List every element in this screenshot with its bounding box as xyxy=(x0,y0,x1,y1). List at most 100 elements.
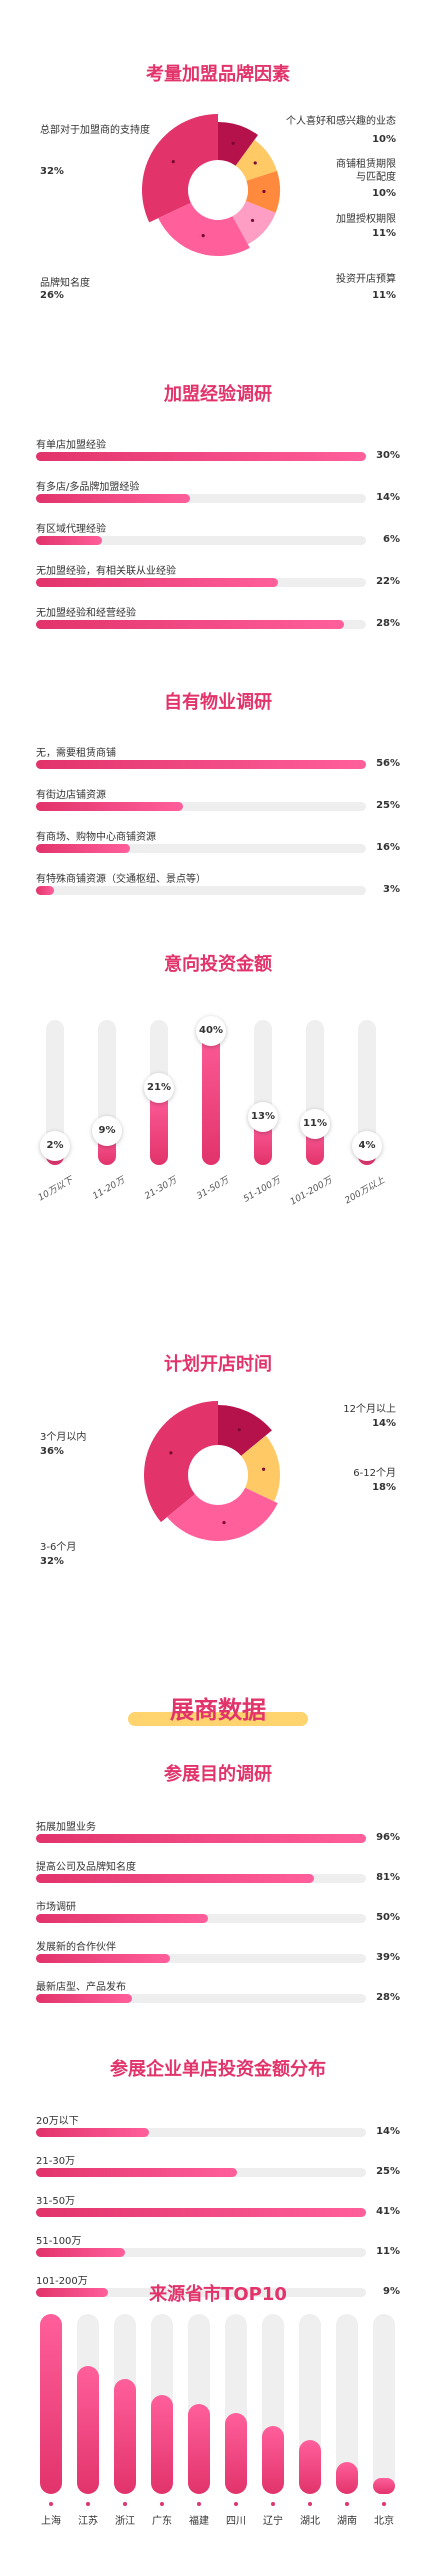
bar-label: 21-30万 xyxy=(36,2156,76,2167)
donut-slice xyxy=(232,201,276,245)
bar-value: 25% xyxy=(376,2166,400,2177)
pie2-label-12m: 12个月以上 xyxy=(343,1404,396,1415)
pie2-label-6-12m: 6-12个月 xyxy=(353,1468,396,1479)
province-dot xyxy=(271,2502,275,2506)
province-bar-track xyxy=(114,2314,136,2494)
bar-label: 无加盟经验，有相关联从业经验 xyxy=(36,566,176,577)
bar-track xyxy=(36,760,366,769)
province-label: 四川 xyxy=(226,2516,246,2527)
bar-value: 50% xyxy=(376,1912,400,1923)
bar-track xyxy=(36,1874,366,1883)
bar-fill xyxy=(36,1954,171,1963)
bar-track xyxy=(36,886,366,895)
pie1-label-budget: 投资开店预算 xyxy=(336,274,396,285)
donut-slice-dot xyxy=(201,234,205,238)
bar-fill xyxy=(36,1994,133,2003)
bar-track xyxy=(36,494,366,503)
bar-track xyxy=(36,1834,366,1843)
vbar-category-label: 11-20万 xyxy=(91,1175,127,1202)
bar-value: 81% xyxy=(376,1872,400,1883)
section-title-purpose: 参展目的调研 xyxy=(164,1764,272,1785)
bar-label: 拓展加盟业务 xyxy=(36,1822,96,1833)
bar-value: 9% xyxy=(383,2286,400,2297)
bar-track xyxy=(36,2168,366,2177)
donut-slice xyxy=(142,114,218,223)
vbar-category-label: 101-200万 xyxy=(289,1175,335,1208)
section-title-brand-factors: 考量加盟品牌因素 xyxy=(146,64,290,85)
province-bar-track xyxy=(262,2314,284,2494)
bar-label: 有特殊商铺资源（交通枢纽、景点等） xyxy=(36,874,206,885)
donut-slice xyxy=(158,202,250,256)
province-dot xyxy=(308,2502,312,2506)
donut-slice-dot xyxy=(222,1521,226,1525)
bar-fill xyxy=(36,844,131,853)
bar-label: 有多店/多品牌加盟经验 xyxy=(36,482,140,493)
bar-track xyxy=(36,2248,366,2257)
bar-value: 14% xyxy=(376,492,400,503)
vbar-category-label: 31-50万 xyxy=(195,1175,231,1202)
province-label: 浙江 xyxy=(115,2516,135,2527)
vbar-track xyxy=(306,1020,324,1165)
bar-fill xyxy=(36,2208,366,2217)
province-dot xyxy=(123,2502,127,2506)
province-bar-fill xyxy=(151,2395,173,2494)
bar-value: 96% xyxy=(376,1832,400,1843)
pie1-label-lease: 商铺租赁期限与匹配度 xyxy=(336,159,396,183)
donut-slice-dot xyxy=(262,1467,266,1471)
province-bar-fill xyxy=(299,2440,321,2494)
pie2-pct-6-12m: 18% xyxy=(372,1482,396,1493)
bar-track xyxy=(36,578,366,587)
banner-highlight xyxy=(128,1712,308,1726)
bar-label: 有街边店铺资源 xyxy=(36,790,106,801)
section-title-property: 自有物业调研 xyxy=(164,692,272,713)
province-bar-track xyxy=(40,2314,62,2494)
pie1-label-hobby: 个人喜好和感兴趣的业态 xyxy=(286,116,396,127)
donut-slice xyxy=(235,139,277,181)
bar-fill xyxy=(36,2168,238,2177)
bar-fill xyxy=(36,1914,208,1923)
section-title-opening-time: 计划开店时间 xyxy=(164,1354,272,1375)
province-bar-track xyxy=(151,2314,173,2494)
bar-track xyxy=(36,802,366,811)
donut-slice-dot xyxy=(171,160,175,164)
bar-fill xyxy=(36,536,102,545)
vbar-category-label: 10万以下 xyxy=(36,1175,75,1204)
province-bar-fill xyxy=(373,2477,395,2494)
bar-label: 发展新的合作伙伴 xyxy=(36,1942,116,1953)
province-label: 福建 xyxy=(189,2516,209,2527)
province-bar-track xyxy=(77,2314,99,2494)
province-label: 北京 xyxy=(374,2516,394,2527)
vbar-value-bubble: 9% xyxy=(92,1116,122,1147)
bar-fill xyxy=(36,452,366,461)
province-dot xyxy=(345,2502,349,2506)
vbar-value-bubble: 21% xyxy=(144,1072,174,1103)
province-label: 江苏 xyxy=(78,2516,98,2527)
province-bar-track xyxy=(188,2314,210,2494)
pie2-pct-3-6m: 32% xyxy=(40,1556,64,1567)
pie1-label-auth: 加盟授权期限 xyxy=(336,214,396,225)
province-dot xyxy=(197,2502,201,2506)
bar-value: 22% xyxy=(376,576,400,587)
donut-slice xyxy=(218,1405,272,1456)
province-bar-fill xyxy=(262,2425,284,2494)
donut-slice-dot xyxy=(237,1428,241,1432)
bar-label: 51-100万 xyxy=(36,2236,82,2247)
vbar-category-label: 200万以上 xyxy=(343,1175,387,1207)
province-bar-track xyxy=(336,2314,358,2494)
donut-slice-dot xyxy=(262,189,266,194)
bar-track xyxy=(36,452,366,461)
bar-track xyxy=(36,2128,366,2137)
vbar-category-label: 21-30万 xyxy=(143,1175,179,1202)
vbar-value-bubble: 4% xyxy=(352,1131,382,1161)
bar-label: 20万以下 xyxy=(36,2116,79,2127)
pie2-label-3m: 3个月以内 xyxy=(40,1432,87,1443)
vbar-fill xyxy=(150,1088,168,1165)
bar-value: 3% xyxy=(383,884,400,895)
donut-slice xyxy=(241,1435,280,1502)
bar-value: 30% xyxy=(376,450,400,461)
bar-label: 31-50万 xyxy=(36,2196,76,2207)
bar-fill xyxy=(36,2248,125,2257)
province-label: 广东 xyxy=(152,2516,172,2527)
bar-value: 11% xyxy=(376,2246,400,2257)
bar-fill xyxy=(36,2128,149,2137)
